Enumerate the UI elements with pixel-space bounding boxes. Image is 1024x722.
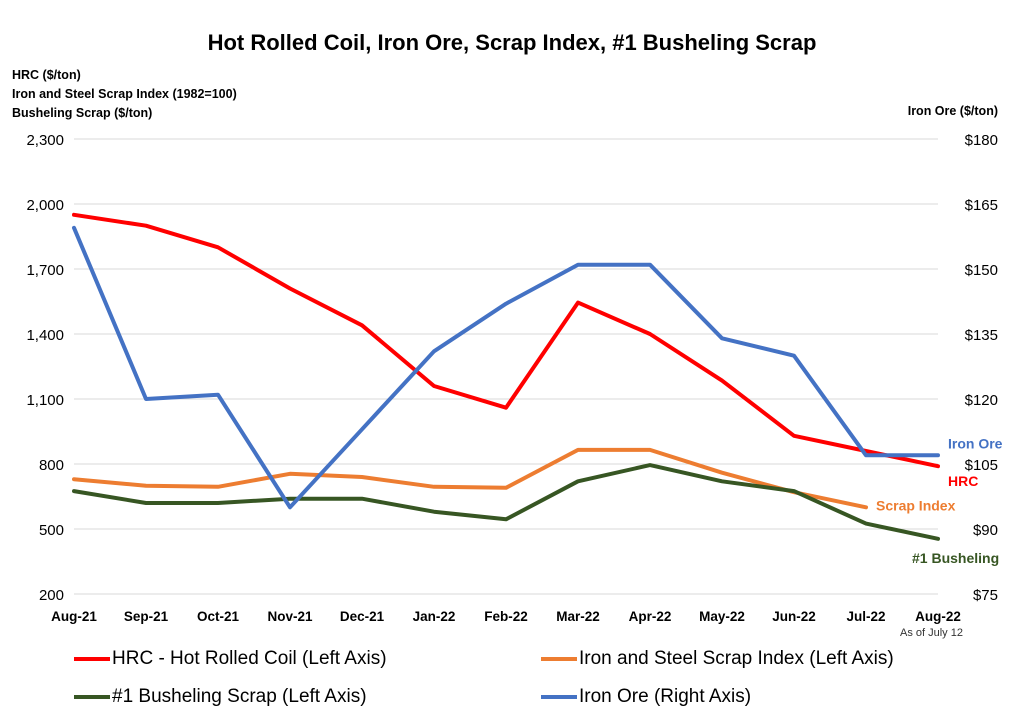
x-tick-label: Jan-22 <box>413 609 456 624</box>
x-tick-label: Jul-22 <box>846 609 885 624</box>
x-tick-label: Aug-21 <box>51 609 97 624</box>
right-tick-label: $135 <box>965 327 998 344</box>
legend-hrc-swatch <box>74 657 110 661</box>
date-note: As of July 12 <box>900 627 963 639</box>
left-tick-label: 200 <box>39 587 64 604</box>
legend-iron-ore-swatch <box>541 695 577 699</box>
legend-scrap-index-label: Iron and Steel Scrap Index (Left Axis) <box>579 648 894 669</box>
right-tick-label: $180 <box>965 132 998 149</box>
series-end-label-hrc: HRC <box>948 473 978 489</box>
right-tick-label: $165 <box>965 197 998 214</box>
series-line-hrc <box>72 212 940 469</box>
series-line-ore <box>72 225 940 510</box>
legend-scrap-index-swatch <box>541 657 577 661</box>
left-tick-label: 1,700 <box>26 262 64 279</box>
legend-busheling-label: #1 Busheling Scrap (Left Axis) <box>112 686 367 707</box>
left-axis-title-scrap-index: Iron and Steel Scrap Index (1982=100) <box>12 87 237 101</box>
legend-iron-ore: Iron Ore (Right Axis) <box>541 686 751 708</box>
x-tick-label: Sep-21 <box>124 609 169 624</box>
x-tick-label: Feb-22 <box>484 609 528 624</box>
right-tick-label: $75 <box>973 587 998 604</box>
left-axis-title-busheling: Busheling Scrap ($/ton) <box>12 106 153 120</box>
legend-busheling-swatch <box>74 695 110 699</box>
right-axis-title: Iron Ore ($/ton) <box>907 104 998 118</box>
x-tick-label: Jun-22 <box>772 609 816 624</box>
legend-hrc: HRC - Hot Rolled Coil (Left Axis) <box>74 648 387 670</box>
legend-hrc-label: HRC - Hot Rolled Coil (Left Axis) <box>112 648 387 669</box>
series-end-label-scrap: Scrap Index <box>876 497 956 513</box>
left-tick-label: 800 <box>39 457 64 474</box>
right-tick-label: $105 <box>965 457 998 474</box>
left-tick-label: 500 <box>39 522 64 539</box>
left-tick-label: 2,300 <box>26 132 64 149</box>
series-end-label-ore: Iron Ore <box>948 435 1003 451</box>
series-line-busheling <box>72 463 940 541</box>
right-tick-label: $120 <box>965 392 998 409</box>
right-tick-label: $150 <box>965 262 998 279</box>
x-tick-label: Nov-21 <box>267 609 313 624</box>
chart-title: Hot Rolled Coil, Iron Ore, Scrap Index, … <box>207 30 817 55</box>
left-tick-label: 1,400 <box>26 327 64 344</box>
series-line-scrap <box>72 447 868 510</box>
x-tick-label: Aug-22 <box>915 609 961 624</box>
x-tick-label: Apr-22 <box>629 609 672 624</box>
legend-busheling: #1 Busheling Scrap (Left Axis) <box>74 686 367 708</box>
x-tick-label: Oct-21 <box>197 609 240 624</box>
left-tick-label: 1,100 <box>26 392 64 409</box>
left-axis-title-hrc: HRC ($/ton) <box>12 68 81 82</box>
legend-scrap-index: Iron and Steel Scrap Index (Left Axis) <box>541 648 894 670</box>
left-tick-label: 2,000 <box>26 197 64 214</box>
x-tick-label: Mar-22 <box>556 609 600 624</box>
x-tick-label: May-22 <box>699 609 745 624</box>
right-tick-label: $90 <box>973 522 998 539</box>
series-end-label-busheling: #1 Busheling <box>912 550 999 566</box>
legend-iron-ore-label: Iron Ore (Right Axis) <box>579 686 752 707</box>
x-tick-label: Dec-21 <box>340 609 385 624</box>
